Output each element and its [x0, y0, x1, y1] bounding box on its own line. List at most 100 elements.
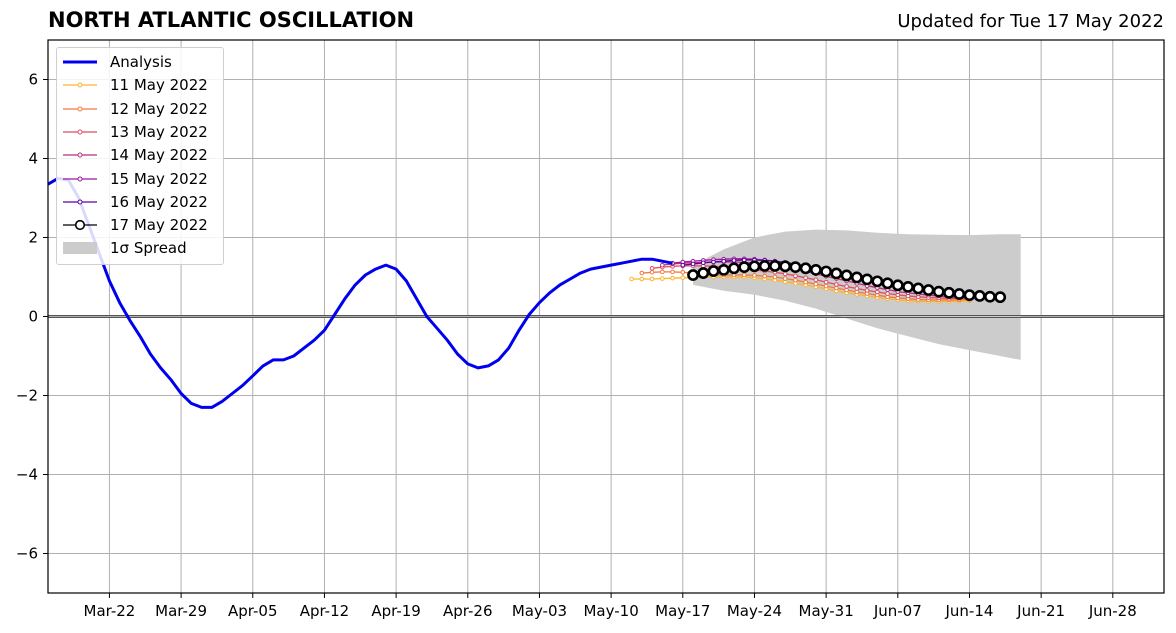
series-point — [834, 282, 839, 287]
series-point — [823, 279, 829, 285]
legend-item: 11 May 2022 — [57, 74, 223, 96]
series-point — [953, 288, 966, 300]
series-point — [670, 269, 675, 275]
legend-item: 16 May 2022 — [57, 191, 223, 213]
series-point — [813, 277, 819, 283]
x-tick-label: Apr-19 — [371, 602, 421, 620]
legend-label: 1σ Spread — [110, 239, 187, 258]
series-point — [793, 277, 798, 283]
legend-patch — [63, 242, 97, 255]
legend-marker — [77, 82, 83, 88]
series-point — [885, 291, 890, 296]
series-point — [943, 286, 955, 299]
series-point — [639, 270, 645, 276]
series-point — [700, 260, 706, 266]
plot-frame — [47, 39, 1165, 594]
series-point — [711, 259, 716, 265]
series-point — [844, 284, 849, 289]
x-tick-label: May-31 — [799, 602, 854, 620]
legend-item: 12 May 2022 — [57, 98, 223, 120]
legend-label: 13 May 2022 — [110, 122, 208, 141]
legend-item: 17 May 2022 — [57, 214, 223, 236]
series-point — [803, 279, 808, 285]
series-point — [875, 289, 880, 295]
y-tick-label: 6 — [28, 71, 38, 89]
legend-label: 16 May 2022 — [110, 192, 208, 211]
series-point — [973, 290, 986, 302]
legend-swatch — [63, 129, 97, 135]
series-point — [984, 290, 996, 303]
series-point — [813, 281, 819, 287]
legend-item: 15 May 2022 — [57, 168, 223, 190]
series-point — [748, 260, 761, 273]
series-point — [728, 262, 740, 275]
legend-swatch — [63, 219, 97, 231]
x-tick-label: Mar-29 — [155, 602, 207, 620]
series-point — [891, 279, 904, 292]
forecast-series — [629, 256, 1007, 304]
legend-label: Analysis — [110, 53, 172, 71]
series-point — [762, 273, 767, 279]
series-point — [680, 262, 686, 268]
series-point — [707, 265, 720, 277]
x-tick-label: May-10 — [583, 602, 638, 620]
series-point — [738, 261, 751, 274]
series-point — [809, 263, 822, 276]
series-point — [782, 276, 788, 281]
x-tick-label: Mar-22 — [84, 602, 136, 620]
legend-swatch — [63, 152, 97, 158]
chart-title: NORTH ATLANTIC OSCILLATION — [48, 8, 415, 32]
series-point — [912, 282, 925, 295]
series-point — [687, 269, 699, 281]
series-point — [769, 260, 781, 272]
series-point — [803, 275, 808, 281]
analysis-line — [47, 176, 673, 409]
x-tick-label: Apr-12 — [300, 602, 350, 620]
legend-marker — [77, 199, 83, 205]
legend-label: 11 May 2022 — [110, 76, 208, 95]
series-point — [721, 258, 727, 264]
legend-marker — [74, 219, 86, 231]
updated-label: Updated for Tue 17 May 2022 — [897, 11, 1164, 32]
series-point — [690, 261, 696, 267]
legend-marker — [77, 176, 83, 181]
series-point — [994, 291, 1007, 304]
series-point — [670, 275, 675, 281]
series-point — [680, 269, 686, 275]
y-tick-label: 2 — [28, 229, 38, 247]
y-tick-label: 0 — [28, 308, 38, 326]
legend-item: 13 May 2022 — [57, 121, 223, 143]
x-tick-label: Jun-14 — [944, 602, 993, 620]
series-point — [639, 276, 645, 282]
legend: Analysis 11 May 2022 12 May 2022 13 May 202… — [56, 47, 224, 265]
legend-marker — [77, 129, 83, 135]
series-point — [871, 275, 884, 288]
zero-line — [48, 315, 1164, 318]
y-tick-label: −2 — [16, 387, 38, 405]
x-tick-label: Jun-21 — [1016, 602, 1065, 620]
x-tick-label: May-24 — [727, 602, 782, 620]
series-point — [741, 272, 747, 278]
series-point — [717, 263, 730, 276]
legend-item: 14 May 2022 — [57, 144, 223, 166]
series-point — [902, 280, 914, 293]
legend-swatch — [63, 60, 97, 64]
series-point — [649, 269, 655, 275]
series-point — [881, 277, 894, 290]
x-tick-label: Apr-05 — [228, 602, 278, 620]
series-point — [649, 276, 655, 282]
series-point — [861, 273, 873, 286]
series-17-may-2022 — [687, 260, 1007, 304]
legend-marker — [77, 152, 83, 158]
legend-item: 1σ Spread — [57, 237, 223, 259]
legend-label: 14 May 2022 — [110, 146, 208, 165]
x-tick-label: Jun-07 — [873, 602, 922, 620]
series-point — [660, 269, 665, 275]
series-point — [864, 288, 870, 293]
legend-label: 17 May 2022 — [110, 216, 208, 235]
series-point — [830, 267, 843, 280]
series-point — [660, 276, 665, 281]
x-tick-label: Apr-26 — [443, 602, 493, 620]
series-point — [789, 261, 802, 274]
